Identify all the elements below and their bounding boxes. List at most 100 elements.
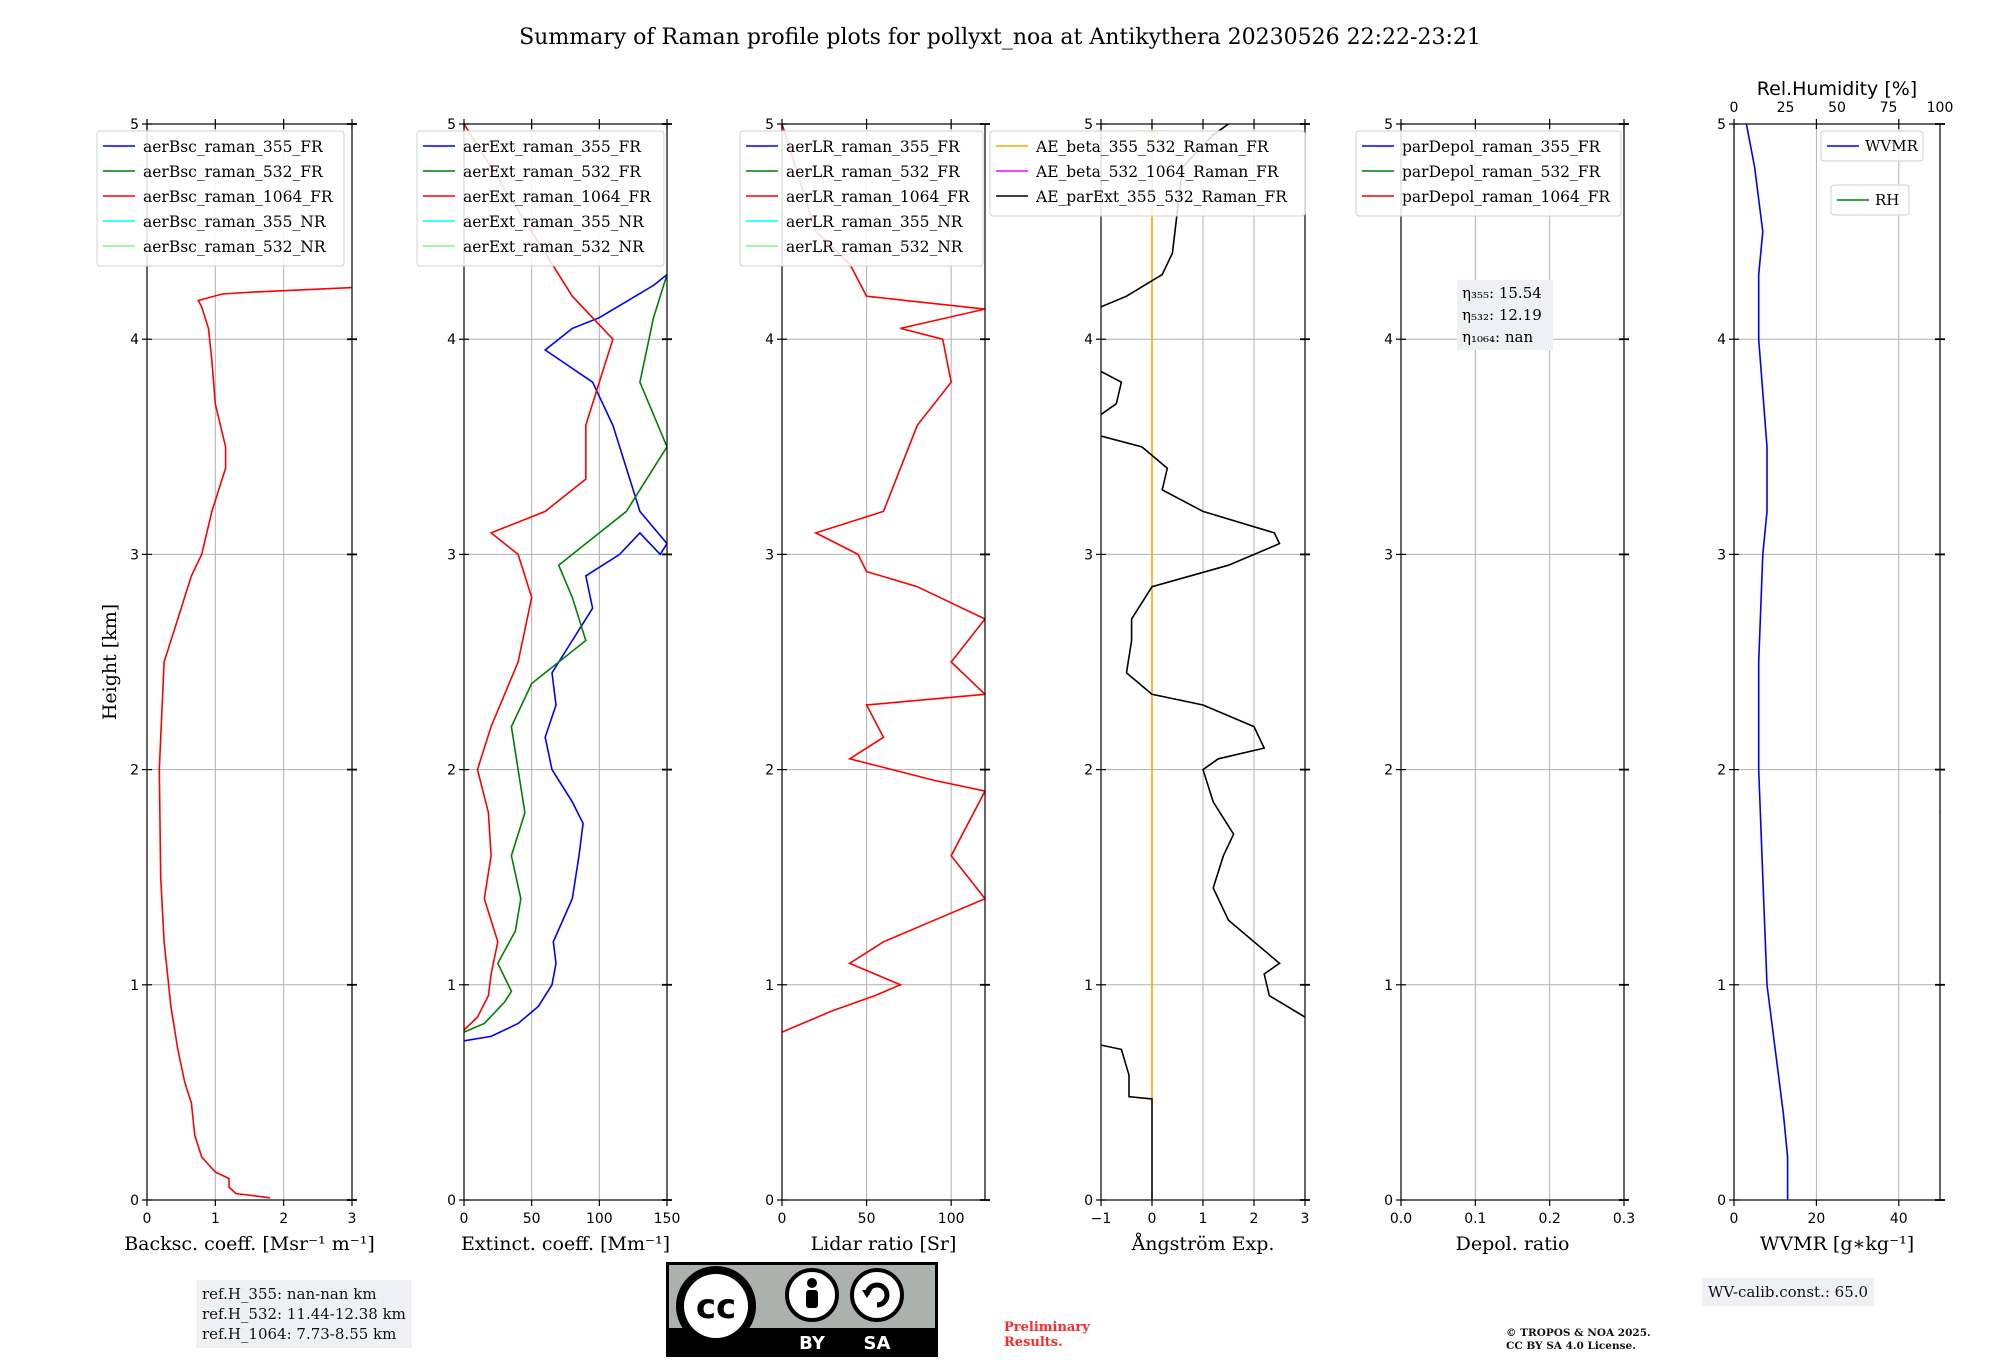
legend-label: AE_beta_532_1064_Raman_FR [1035, 163, 1280, 181]
preliminary-results-note: Preliminary Results. [1004, 1320, 1090, 1350]
legend-label: aerBsc_raman_355_FR [143, 138, 324, 156]
top-x-tick-label: 75 [1880, 100, 1898, 116]
depol-eta-annotation: η₃₅₅: 15.54 η₅₃₂: 12.19 η₁₀₆₄: nan [1457, 280, 1553, 350]
x-axis-label: Ångström Exp. [1131, 1233, 1275, 1255]
y-tick-label: 5 [447, 117, 456, 133]
panel-depol: 0 1 2 3 4 5 0.0 0.1 0.2 0.3 Depol. ratio parDepol_r… [1355, 117, 1635, 1255]
y-tick-label: 2 [447, 763, 456, 779]
sa-label: SA [864, 1333, 891, 1354]
copyright-line-2: CC BY SA 4.0 License. [1506, 1340, 1636, 1352]
x-tick-label: 0.0 [1390, 1211, 1412, 1227]
legend-label: aerBsc_raman_355_NR [143, 213, 327, 231]
legend-label: aerLR_raman_532_NR [786, 238, 964, 256]
legend-label: aerExt_raman_532_FR [463, 163, 642, 181]
x-tick-label: 0 [1148, 1211, 1157, 1227]
x-axis-label: Lidar ratio [Sr] [811, 1233, 957, 1255]
y-tick-label: 0 [130, 1193, 139, 1209]
y-tick-label: 3 [765, 547, 774, 563]
x-axis-label: Extinct. coeff. [Mm⁻¹] [461, 1233, 670, 1255]
legend-label: parDepol_raman_1064_FR [1402, 188, 1611, 206]
plot-frame [146, 123, 353, 1201]
y-tick-label: 4 [447, 332, 456, 348]
x-tick-label: 3 [1301, 1211, 1310, 1227]
y-tick-label: 3 [1384, 547, 1393, 563]
by-label: BY [799, 1333, 826, 1354]
x-tick-label: 0 [1730, 1211, 1739, 1227]
series-line-aerBsc_raman_1064_FR [158, 286, 352, 1199]
legend-label: aerLR_raman_355_FR [786, 138, 961, 156]
y-tick-label: 2 [1384, 763, 1393, 779]
x-tick-label: 50 [858, 1211, 876, 1227]
legend-RH: RH [1830, 184, 1910, 216]
y-tick-label: 4 [1384, 332, 1393, 348]
y-tick-label: 0 [1084, 1193, 1093, 1209]
preliminary-line-2: Results. [1004, 1335, 1063, 1350]
y-tick-label: 0 [1384, 1193, 1393, 1209]
series-line-aerExt_raman_1064_FR [464, 124, 614, 1031]
top-x-tick-label: 0 [1730, 100, 1739, 116]
y-tick-label: 2 [1717, 763, 1726, 779]
legend-label: aerLR_raman_532_FR [786, 163, 961, 181]
x-tick-label: −1 [1091, 1211, 1112, 1227]
x-tick-label: 100 [586, 1211, 613, 1227]
legend-label: RH [1875, 191, 1899, 209]
legend-label: aerBsc_raman_532_NR [143, 238, 327, 256]
figure-title: Summary of Raman profile plots for polly… [519, 25, 1481, 50]
cc-text: cc [696, 1287, 736, 1327]
legend-label: WVMR [1865, 137, 1919, 155]
series-line-RH [1938, 811, 1940, 815]
series-line-AE_parExt_355_532_Raman_FR [1101, 1044, 1153, 1200]
x-tick-label: 150 [654, 1211, 681, 1227]
legend-label: AE_parExt_355_532_Raman_FR [1035, 188, 1288, 206]
legend-label: aerExt_raman_1064_FR [463, 188, 652, 206]
reference-height-box: ref.H_355: nan-nan km ref.H_532: 11.44-1… [196, 1280, 412, 1348]
y-tick-label: 5 [1384, 117, 1393, 133]
x-axis-label: Backsc. coeff. [Msr⁻¹ m⁻¹] [124, 1233, 375, 1255]
x-tick-label: 0 [778, 1211, 787, 1227]
legend-WVMR: WVMR [1820, 130, 1924, 162]
y-axis-label: Height [km] [99, 604, 121, 720]
legend-label: aerLR_raman_355_NR [786, 213, 964, 231]
y-tick-label: 5 [1084, 117, 1093, 133]
y-tick-label: 0 [765, 1193, 774, 1209]
plot-frame [781, 123, 986, 1201]
wv-calibration-text: WV-calib.const.: 65.0 [1708, 1283, 1869, 1301]
x-tick-label: 0.1 [1464, 1211, 1486, 1227]
y-tick-label: 4 [1084, 332, 1093, 348]
y-tick-label: 3 [1717, 547, 1726, 563]
y-tick-label: 4 [130, 332, 139, 348]
legend-bsc: aerBsc_raman_355_FR aerBsc_raman_532_FRae… [96, 130, 345, 267]
x-tick-label: 1 [211, 1211, 220, 1227]
series-line-aerExt_raman_532_FR [464, 274, 667, 1033]
wv-calibration-box: WV-calib.const.: 65.0 [1702, 1278, 1875, 1306]
ref-height-355: ref.H_355: nan-nan km [202, 1285, 377, 1303]
x-tick-label: 0 [143, 1211, 152, 1227]
y-tick-label: 0 [447, 1193, 456, 1209]
x-tick-label: 40 [1890, 1211, 1908, 1227]
legend-label: parDepol_raman_355_FR [1402, 138, 1602, 156]
y-tick-label: 3 [447, 547, 456, 563]
y-tick-label: 0 [1717, 1193, 1726, 1209]
y-tick-label: 3 [1084, 547, 1093, 563]
legend-label: aerLR_raman_1064_FR [786, 188, 971, 206]
x-tick-label: 0.2 [1539, 1211, 1561, 1227]
top-x-tick-label: 100 [1927, 100, 1954, 116]
x-tick-label: 20 [1807, 1211, 1825, 1227]
legend-label: aerBsc_raman_532_FR [143, 163, 324, 181]
cc-license-badge[interactable]: cc BY SA [666, 1262, 938, 1357]
x-tick-label: 2 [1250, 1211, 1259, 1227]
series-line-AE_parExt_355_532_Raman_FR [1101, 370, 1123, 416]
y-tick-label: 2 [130, 763, 139, 779]
y-tick-label: 1 [130, 978, 139, 994]
y-tick-label: 2 [765, 763, 774, 779]
copyright-line-1: © TROPOS & NOA 2025. [1506, 1327, 1651, 1339]
x-tick-label: 2 [279, 1211, 288, 1227]
legend-label: aerBsc_raman_1064_FR [143, 188, 334, 206]
y-tick-label: 5 [1717, 117, 1726, 133]
legend-label: parDepol_raman_532_FR [1402, 163, 1602, 181]
x-axis-label: WVMR [g∗kg⁻¹] [1760, 1233, 1914, 1255]
y-tick-label: 1 [1384, 978, 1393, 994]
eta-value: η₃₅₅: 15.54 [1462, 284, 1542, 302]
